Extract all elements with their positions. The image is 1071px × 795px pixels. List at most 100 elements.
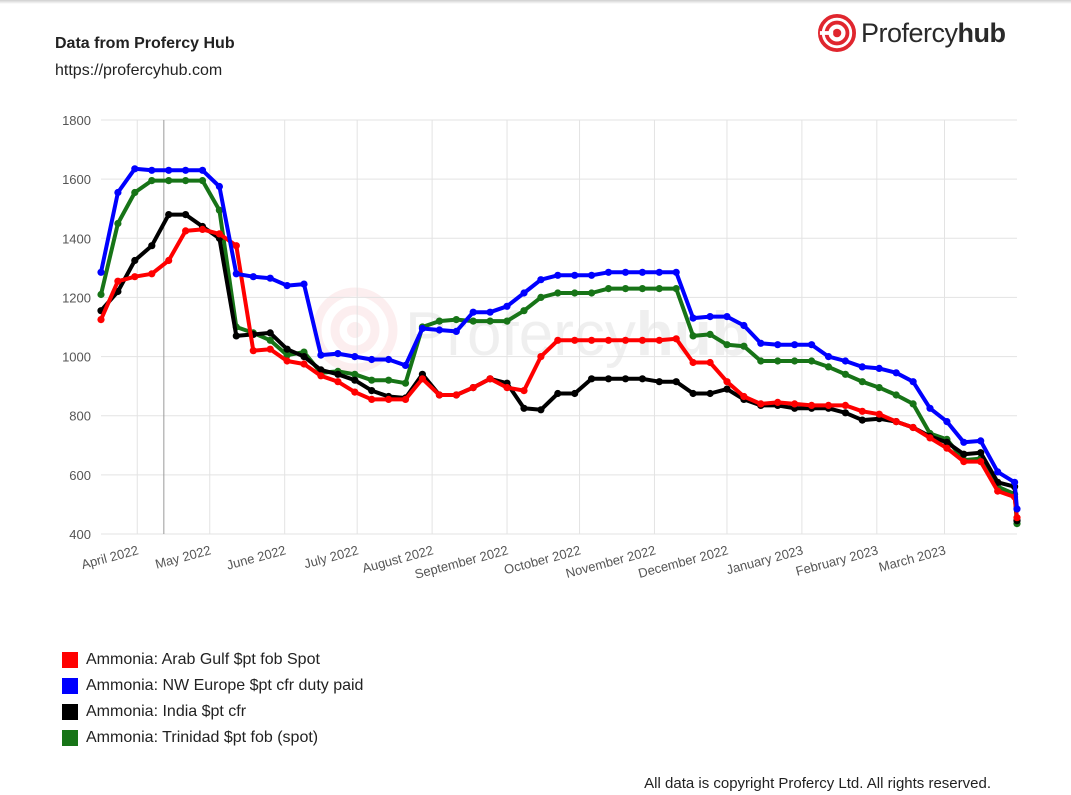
data-point — [892, 369, 900, 377]
data-point — [452, 327, 460, 335]
y-tick-label: 1200 — [62, 290, 91, 305]
data-point — [909, 400, 917, 408]
data-point — [672, 335, 680, 343]
data-point — [604, 285, 613, 293]
legend-item-india[interactable]: Ammonia: India $pt cfr — [62, 699, 363, 725]
data-point — [283, 357, 291, 365]
data-point — [148, 242, 156, 250]
data-point — [114, 188, 122, 197]
top-shadow-bar — [0, 0, 1071, 4]
data-point — [571, 389, 579, 398]
legend-swatch-trinidad — [62, 730, 78, 746]
data-point — [588, 336, 596, 344]
data-point — [943, 444, 951, 452]
data-point — [621, 336, 630, 344]
data-point — [469, 384, 477, 392]
data-point — [215, 182, 223, 191]
y-tick-label: 600 — [69, 468, 91, 483]
data-point — [672, 285, 680, 293]
legend-item-arab-gulf[interactable]: Ammonia: Arab Gulf $pt fob Spot — [62, 647, 363, 673]
data-point — [520, 404, 528, 412]
data-point — [740, 342, 748, 350]
data-point — [368, 376, 376, 384]
data-point — [554, 336, 562, 344]
data-point — [401, 361, 410, 369]
data-point — [706, 358, 714, 367]
y-tick-label: 400 — [69, 527, 91, 542]
data-point — [486, 375, 494, 383]
data-point — [97, 290, 105, 299]
data-point — [994, 468, 1002, 476]
data-point — [300, 353, 308, 361]
data-point — [385, 395, 393, 403]
data-point — [875, 410, 883, 418]
data-point — [960, 458, 968, 466]
data-point — [401, 379, 410, 387]
data-point — [182, 166, 190, 174]
legend-item-nw-europe[interactable]: Ammonia: NW Europe $pt cfr duty paid — [62, 673, 363, 699]
legend-swatch-india — [62, 704, 78, 720]
data-point — [182, 211, 190, 219]
data-point — [401, 395, 410, 403]
data-point — [452, 391, 460, 399]
data-point — [909, 423, 917, 432]
data-point — [808, 401, 816, 409]
data-point — [283, 345, 291, 353]
series-layer — [97, 165, 1021, 528]
data-point — [435, 317, 443, 325]
data-point — [435, 391, 443, 399]
x-tick-label: April 2022 — [80, 542, 140, 572]
data-point — [875, 364, 883, 372]
y-axis-labels: 400 600 800 1000 1200 1400 1600 1800 — [62, 113, 91, 542]
data-point — [317, 366, 325, 374]
data-point — [334, 378, 342, 386]
line-chart[interactable]: Profercyhub 400 600 800 1000 1200 1400 1600 180… — [0, 0, 1071, 640]
data-point — [926, 404, 934, 412]
data-point — [266, 336, 274, 344]
data-point — [165, 166, 173, 174]
data-point — [537, 406, 545, 414]
data-point — [266, 274, 274, 282]
data-point — [537, 293, 545, 301]
data-point — [418, 375, 426, 383]
data-point — [266, 329, 274, 337]
data-point — [317, 372, 325, 380]
data-point — [638, 268, 647, 276]
data-point — [723, 378, 731, 386]
chart-legend: Ammonia: Arab Gulf $pt fob Spot Ammonia:… — [62, 647, 363, 751]
data-point — [571, 271, 579, 279]
data-point — [977, 437, 985, 445]
data-point — [892, 418, 900, 426]
data-point — [588, 375, 596, 383]
logo-text: Profercyhub — [861, 18, 1006, 49]
data-point — [689, 314, 697, 322]
data-point — [148, 270, 156, 278]
data-point — [655, 268, 663, 276]
data-point — [621, 268, 630, 276]
logo-text-regular: Profercy — [861, 17, 958, 48]
data-point — [300, 360, 308, 368]
data-point — [351, 370, 359, 378]
data-point — [232, 270, 240, 278]
data-point — [621, 375, 630, 383]
data-point — [841, 409, 850, 417]
page-subtitle-url[interactable]: https://profercyhub.com — [55, 62, 223, 79]
data-point — [469, 317, 477, 325]
copyright-notice: All data is copyright Profercy Ltd. All … — [644, 775, 991, 792]
data-point — [198, 177, 207, 185]
data-point — [351, 388, 359, 396]
legend-item-trinidad[interactable]: Ammonia: Trinidad $pt fob (spot) — [62, 725, 363, 751]
data-point — [604, 268, 613, 276]
data-point — [672, 268, 680, 276]
data-point — [232, 242, 240, 250]
data-point — [249, 347, 257, 355]
legend-label-arab-gulf: Ammonia: Arab Gulf $pt fob Spot — [86, 651, 320, 668]
y-tick-label: 800 — [69, 409, 91, 424]
data-point — [334, 350, 342, 358]
data-point — [351, 353, 359, 361]
data-point — [689, 389, 697, 398]
data-point — [943, 418, 951, 426]
data-point — [808, 357, 816, 365]
profercy-hub-logo[interactable]: Profercyhub — [818, 13, 1006, 53]
data-point — [757, 339, 765, 347]
